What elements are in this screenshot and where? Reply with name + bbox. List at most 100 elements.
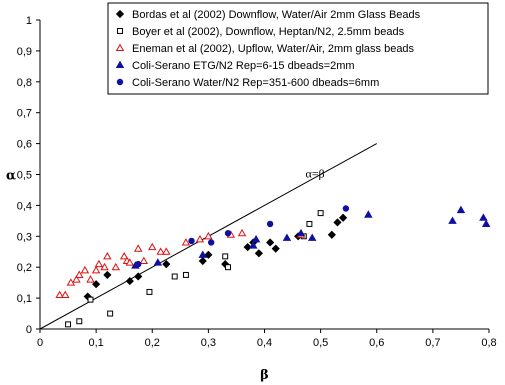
data-point <box>87 296 94 303</box>
data-point <box>125 258 135 266</box>
data-point <box>333 218 342 227</box>
x-tick-label: 0,5 <box>313 337 328 349</box>
data-point <box>135 260 142 268</box>
data-point <box>237 228 247 237</box>
legend-label: Coli-Serano ETG/N2 Rep=6-15 dbeads=2mm <box>132 60 355 72</box>
data-point <box>266 238 275 247</box>
data-point <box>107 310 114 317</box>
data-point <box>271 244 280 253</box>
series-4 <box>131 205 491 269</box>
x-tick-label: 0 <box>37 337 43 349</box>
data-point <box>119 252 129 260</box>
data-point <box>72 275 81 283</box>
legend-label: Boyer et al (2002), Downflow, Heptan/N2,… <box>132 26 405 38</box>
y-tick-label: 0 <box>26 324 32 336</box>
axes: 0 0,1 0,2 0,3 0,4 0,5 0,6 0,7 0,8 0 0,1 0,2 0,3 0,4 0,… <box>17 15 497 349</box>
data-point <box>317 210 324 217</box>
data-point <box>103 270 112 280</box>
data-point <box>148 242 157 251</box>
data-point <box>479 213 488 221</box>
data-point <box>448 216 457 224</box>
legend-item: Coli-Serano ETG/N2 Rep=6-15 dbeads=2mm <box>115 60 355 72</box>
x-tick-label: 0,7 <box>425 337 440 349</box>
y-tick-label: 0,5 <box>17 170 32 182</box>
data-point <box>171 273 178 280</box>
legend-item: Boyer et al (2002), Downflow, Heptan/N2,… <box>117 26 405 38</box>
legend-item: Bordas et al (2002) Downflow, Water/Air … <box>115 9 421 21</box>
data-point <box>224 230 232 237</box>
data-point <box>296 228 306 237</box>
data-point <box>111 262 121 271</box>
legend-marker <box>115 9 125 19</box>
data-point <box>103 252 112 260</box>
legend-label: Eneman et al (2002), Upflow, Water/Air, … <box>132 43 415 55</box>
data-point <box>198 256 207 266</box>
y-tick-label: 0,9 <box>17 46 32 58</box>
y-tick-label: 0,8 <box>17 77 32 89</box>
data-point <box>182 271 189 278</box>
data-point <box>456 205 466 214</box>
data-point <box>153 258 163 266</box>
series-1 <box>83 213 348 301</box>
data-point <box>307 233 317 241</box>
legend-box <box>107 2 489 95</box>
data-point <box>306 220 313 227</box>
data-point <box>249 241 258 249</box>
x-tick-label: 0,6 <box>369 337 384 349</box>
legend-label: Bordas et al (2002) Downflow, Water/Air … <box>132 9 421 21</box>
data-point <box>76 318 83 325</box>
data-point <box>162 260 171 269</box>
data-point <box>162 247 171 255</box>
data-point <box>100 262 109 271</box>
data-point <box>94 259 104 268</box>
data-points <box>55 205 491 328</box>
x-tick-label: 0,1 <box>88 337 103 349</box>
y-tick-label: 0,3 <box>17 231 32 243</box>
x-tick-label: 0,8 <box>481 337 496 349</box>
data-point <box>61 290 70 299</box>
legend: Bordas et al (2002) Downflow, Water/Air … <box>107 2 489 95</box>
data-point <box>156 247 165 255</box>
y-tick-label: 0,7 <box>17 108 32 120</box>
data-point <box>198 250 207 258</box>
data-point <box>75 270 84 278</box>
legend-item: Eneman et al (2002), Upflow, Water/Air, … <box>115 43 415 55</box>
data-point <box>181 238 191 246</box>
data-point <box>207 239 215 246</box>
data-point <box>80 265 90 274</box>
legend-label: Coli-Serano Water/N2 Rep=351-600 dbeads=… <box>132 77 379 89</box>
data-point <box>342 205 350 212</box>
data-point <box>251 235 261 243</box>
data-point <box>188 237 195 245</box>
legend-marker <box>117 28 123 34</box>
y-tick-label: 0,4 <box>17 200 32 212</box>
data-point <box>364 210 373 218</box>
x-tick-label: 0,2 <box>145 337 160 349</box>
data-point <box>86 275 95 283</box>
data-point <box>91 265 101 274</box>
data-point <box>133 244 143 252</box>
data-point <box>282 233 292 241</box>
legend-marker <box>116 78 124 86</box>
data-point <box>125 277 134 286</box>
data-point <box>266 220 274 228</box>
y-axis-label: α <box>6 169 16 184</box>
legend-marker <box>115 43 125 52</box>
data-point <box>225 264 231 271</box>
y-tick-label: 0,1 <box>17 293 32 305</box>
y-tick-label: 0,2 <box>17 262 32 274</box>
data-point <box>134 272 143 281</box>
legend-marker <box>115 60 125 69</box>
reference-line-label: α=β <box>305 167 324 181</box>
x-tick-label: 0,3 <box>201 337 216 349</box>
data-point <box>243 243 252 252</box>
data-point <box>338 213 348 222</box>
x-tick-label: 0,4 <box>257 337 272 349</box>
data-point <box>222 253 229 260</box>
data-point <box>55 290 64 299</box>
y-tick-label: 1 <box>26 15 32 27</box>
data-point <box>254 249 263 258</box>
data-point <box>204 231 213 240</box>
series-3 <box>55 228 306 299</box>
